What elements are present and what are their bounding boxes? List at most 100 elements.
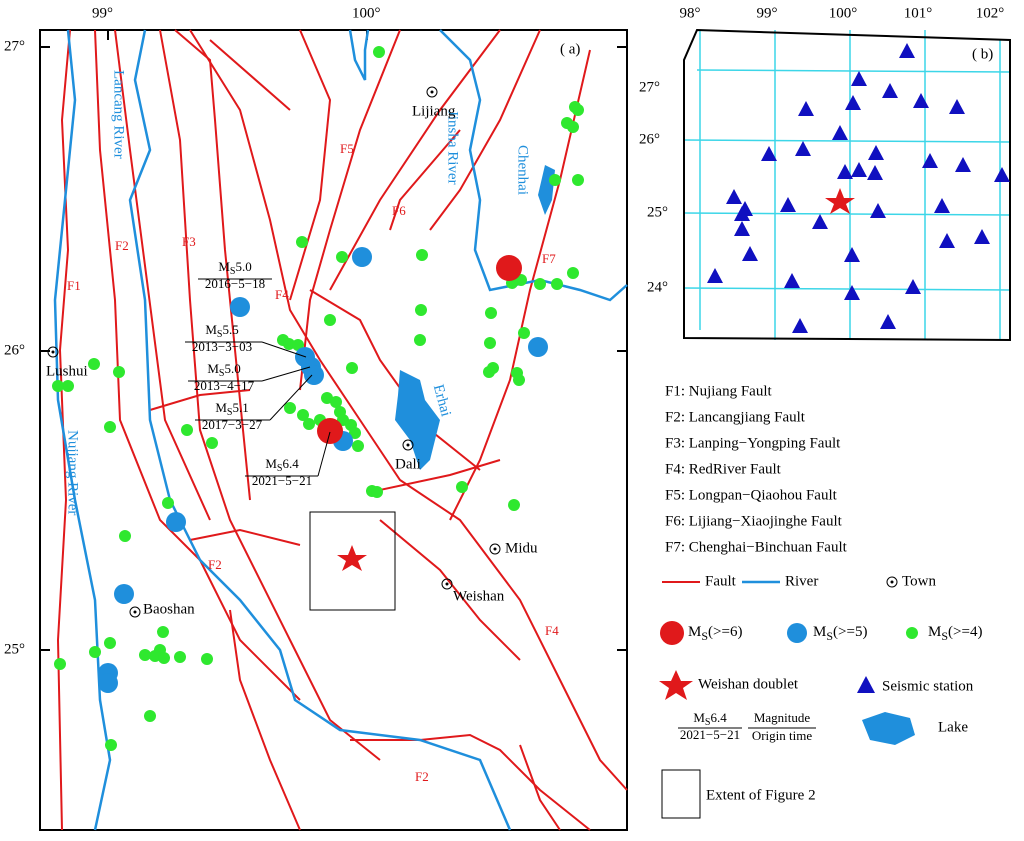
river-label: Jinsha River bbox=[445, 110, 461, 185]
quake-m4 bbox=[567, 121, 579, 133]
station bbox=[844, 247, 860, 262]
quake-m4 bbox=[62, 380, 74, 392]
legend-fault: F7: Chenghai−Binchuan Fault bbox=[665, 539, 848, 555]
legend-label: MS(>=4) bbox=[928, 624, 982, 642]
quake-m5 bbox=[98, 673, 118, 693]
quake-m4 bbox=[157, 626, 169, 638]
frame bbox=[683, 28, 1011, 342]
m: M bbox=[218, 259, 230, 274]
leaders bbox=[185, 278, 331, 477]
quake-m4 bbox=[508, 499, 520, 511]
x-tick-label: 102° bbox=[976, 5, 1005, 21]
lake-label: Chenhai bbox=[515, 145, 531, 195]
magnitude-label: MS5.5 bbox=[205, 322, 238, 340]
magnitude-label: MS5.0 bbox=[207, 361, 240, 379]
date-label: 2021−5−21 bbox=[252, 473, 312, 488]
mag: 5.1 bbox=[232, 400, 248, 415]
doublet-star bbox=[825, 188, 855, 214]
date-label: 2017−3−27 bbox=[202, 417, 263, 432]
station bbox=[994, 167, 1010, 182]
legend-label: Seismic station bbox=[882, 678, 974, 694]
magnitude-label: MS6.4 bbox=[265, 456, 299, 474]
quake-m4 bbox=[349, 427, 361, 439]
extent-box bbox=[309, 511, 396, 611]
quake-m5 bbox=[304, 365, 324, 385]
station bbox=[868, 145, 884, 160]
quake-m4 bbox=[149, 650, 161, 662]
s: S bbox=[277, 463, 283, 474]
station bbox=[792, 318, 808, 333]
text: (>=5) bbox=[833, 624, 867, 640]
date-label: 2021−5−21 bbox=[680, 727, 740, 742]
quake-m6 bbox=[496, 255, 522, 281]
fault-label: F4 bbox=[545, 623, 559, 638]
quake-m5 bbox=[230, 297, 250, 317]
quake-m5 bbox=[114, 584, 134, 604]
quake-m4 bbox=[414, 334, 426, 346]
panel-b bbox=[683, 28, 1011, 342]
x-tick-label: 98° bbox=[680, 5, 701, 21]
station bbox=[882, 83, 898, 98]
quake-m4 bbox=[518, 327, 530, 339]
station bbox=[812, 214, 828, 229]
quake-m4 bbox=[54, 658, 66, 670]
x-tick-label: 99° bbox=[92, 5, 113, 21]
station bbox=[795, 141, 811, 156]
texts: ( a) 99° 100° 27° 26° 25° Lancang River … bbox=[4, 5, 1004, 803]
quake-m4 bbox=[416, 249, 428, 261]
station bbox=[880, 314, 896, 329]
station bbox=[867, 165, 883, 180]
quake-m4 bbox=[567, 267, 579, 279]
quake-m4 bbox=[104, 421, 116, 433]
river-label: Lancang River bbox=[111, 70, 127, 159]
station bbox=[913, 93, 929, 108]
y-tick-label: 27° bbox=[639, 79, 660, 95]
quake-m4 bbox=[336, 251, 348, 263]
station bbox=[798, 101, 814, 116]
station bbox=[905, 279, 921, 294]
quake-m4 bbox=[296, 236, 308, 248]
station bbox=[780, 197, 796, 212]
station bbox=[832, 125, 848, 140]
quake-m5 bbox=[528, 337, 548, 357]
river-label: Nujiang River bbox=[65, 430, 81, 515]
quake-m4 bbox=[415, 304, 427, 316]
mag: 6.4 bbox=[710, 710, 727, 725]
quake-m4 bbox=[303, 418, 315, 430]
quake-m4 bbox=[373, 46, 385, 58]
legend-fault: F6: Lijiang−Xiaojinghe Fault bbox=[665, 513, 843, 529]
station bbox=[974, 229, 990, 244]
y-tick-label: 25° bbox=[4, 641, 25, 657]
y-tick-label: 27° bbox=[4, 38, 25, 54]
quake-m4 bbox=[174, 651, 186, 663]
legend-label: Origin time bbox=[752, 728, 813, 743]
legend-label: Town bbox=[902, 573, 936, 589]
date-label: 2013−3−03 bbox=[192, 339, 252, 354]
towns bbox=[47, 86, 501, 618]
quake-m4 bbox=[572, 174, 584, 186]
quake-m4 bbox=[158, 652, 170, 664]
earthquakes bbox=[52, 46, 584, 751]
fault-label: F3 bbox=[182, 234, 196, 249]
x-tick-label: 100° bbox=[352, 5, 381, 21]
fault-label: F4 bbox=[275, 287, 289, 302]
station bbox=[784, 273, 800, 288]
town-label: Weishan bbox=[453, 588, 505, 604]
quake-m4 bbox=[485, 307, 497, 319]
quake-m5 bbox=[166, 512, 186, 532]
station bbox=[761, 146, 777, 161]
station bbox=[851, 71, 867, 86]
legend-label: Extent of Figure 2 bbox=[706, 787, 816, 803]
quake-m4 bbox=[206, 437, 218, 449]
quake-m4 bbox=[371, 486, 383, 498]
magnitude-label: MS5.0 bbox=[218, 259, 251, 277]
station bbox=[707, 268, 723, 283]
text: (>=6) bbox=[708, 624, 742, 640]
m: M bbox=[207, 361, 219, 376]
station bbox=[734, 221, 750, 236]
doublet-star bbox=[337, 545, 367, 571]
station bbox=[955, 157, 971, 172]
stations bbox=[707, 43, 1010, 333]
panel-label: ( b) bbox=[972, 46, 993, 62]
